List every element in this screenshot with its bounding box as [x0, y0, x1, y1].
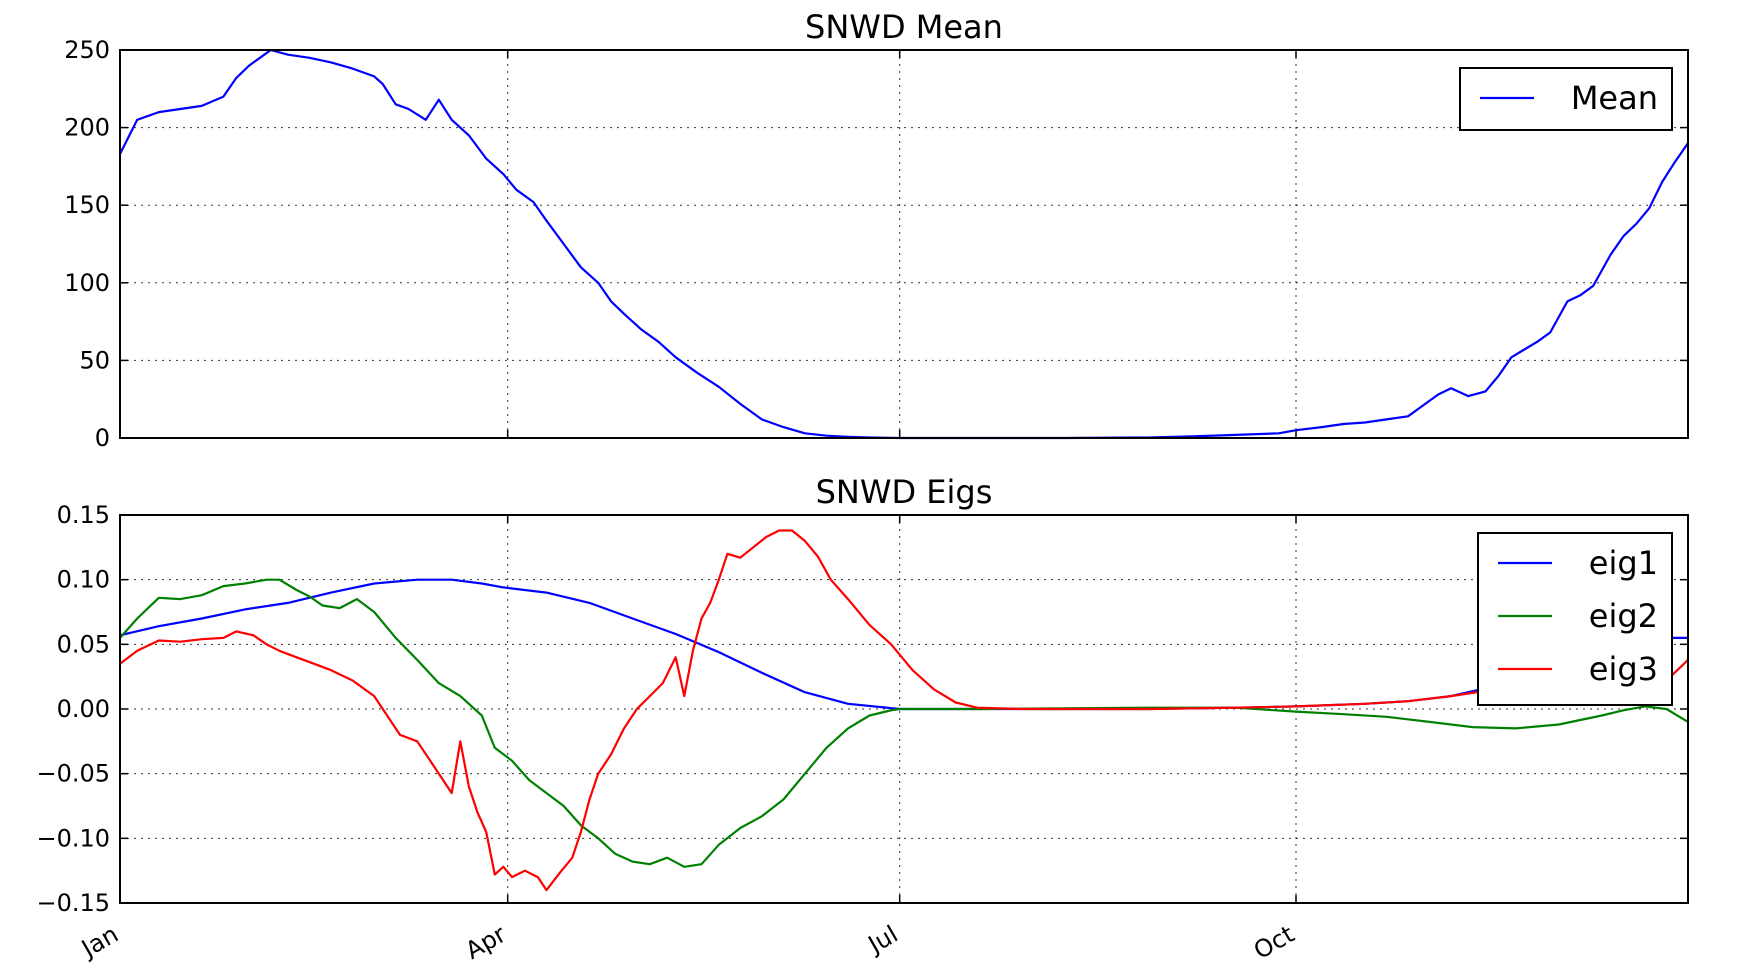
y-tick-label: −0.10 [36, 824, 110, 852]
y-tick-label: −0.05 [36, 760, 110, 788]
chart-title: SNWD Mean [805, 8, 1003, 46]
legend: Mean [1459, 67, 1673, 131]
y-tick-label: 100 [64, 269, 110, 297]
x-tick-label: Oct [1249, 920, 1299, 965]
y-tick-label: 0.05 [57, 630, 110, 658]
snwd-mean-panel: SNWD Mean 0 50 100 150 200 250 Mean [64, 8, 1689, 452]
x-tick-label: Jul [862, 920, 903, 960]
legend-label-eig1: eig1 [1589, 544, 1658, 582]
chart-title: SNWD Eigs [816, 473, 993, 511]
legend-label-eig2: eig2 [1589, 597, 1658, 635]
y-tick-label: 200 [64, 114, 110, 142]
snwd-eigs-panel: SNWD Eigs −0.15 −0.10 −0.05 0.00 0.05 0.10 0.15… [36, 473, 1689, 965]
plot-frame [119, 49, 1689, 439]
y-tick-label: 250 [64, 36, 110, 64]
legend-label-Mean: Mean [1571, 79, 1658, 117]
x-tick-label: Jan [75, 920, 123, 964]
y-tick-label: 0.00 [57, 695, 110, 723]
y-tick-label: 0.10 [57, 566, 110, 594]
series-line-eig2 [119, 578, 1689, 868]
y-tick-label: 150 [64, 191, 110, 219]
y-tick-label: −0.15 [36, 889, 110, 917]
series-line-Mean [119, 48, 1689, 440]
legend-label-eig3: eig3 [1589, 650, 1658, 688]
y-tick-label: 50 [79, 346, 110, 374]
y-tick-label: 0 [95, 424, 110, 452]
series-line-eig3 [119, 529, 1689, 892]
legend: eig1 eig2 eig3 [1477, 532, 1673, 706]
legend-box [1477, 532, 1673, 706]
y-tick-label: 0.15 [57, 501, 110, 529]
x-tick-label: Apr [461, 920, 511, 965]
